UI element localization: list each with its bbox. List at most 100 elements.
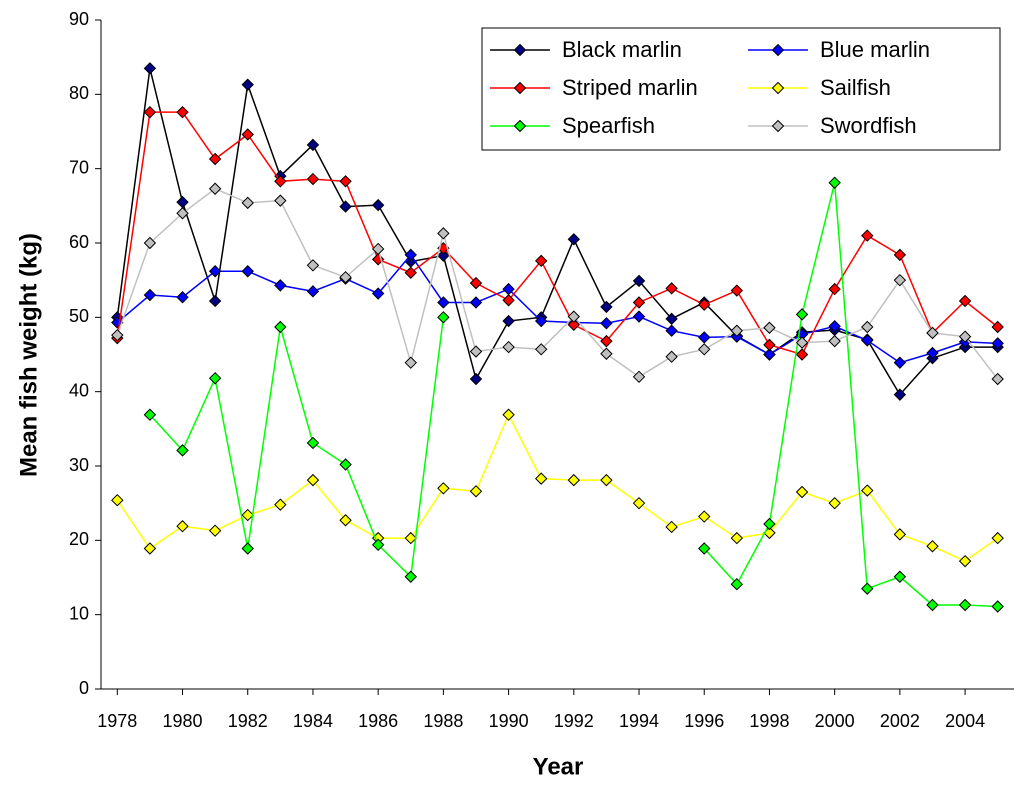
- data-point: [208, 372, 222, 385]
- data-point: [795, 485, 809, 499]
- x-tick-label: 1996: [684, 711, 724, 731]
- data-point: [404, 266, 417, 279]
- data-point: [306, 285, 320, 298]
- data-point: [339, 200, 352, 213]
- data-point: [143, 105, 157, 119]
- data-point: [111, 493, 124, 507]
- x-tick-label: 2004: [945, 711, 985, 731]
- data-point: [176, 207, 189, 220]
- x-tick-label: 1982: [228, 711, 268, 731]
- data-point: [795, 348, 809, 361]
- data-point: [861, 582, 874, 595]
- data-point: [371, 242, 385, 256]
- y-axis-title: Mean fish weight (kg): [15, 233, 42, 477]
- data-point: [469, 276, 483, 290]
- data-point: [665, 520, 678, 534]
- data-point: [958, 598, 972, 612]
- data-point: [534, 314, 548, 328]
- data-point: [339, 514, 352, 527]
- data-point: [665, 282, 678, 295]
- data-point: [176, 520, 189, 533]
- x-tick-label: 2002: [880, 711, 920, 731]
- data-point: [241, 265, 254, 278]
- data-point: [404, 570, 417, 583]
- data-point: [469, 485, 483, 498]
- data-point: [306, 473, 320, 487]
- data-point: [371, 538, 385, 552]
- data-point: [208, 265, 222, 278]
- x-axis-title: Year: [533, 753, 584, 780]
- legend-marker: [513, 81, 527, 95]
- data-point: [306, 436, 320, 450]
- y-tick-label: 70: [69, 157, 89, 177]
- data-point: [306, 259, 320, 272]
- data-point: [632, 310, 646, 323]
- data-point: [665, 324, 678, 337]
- x-tick-label: 1990: [489, 711, 529, 731]
- y-tick-label: 40: [69, 380, 89, 400]
- data-point: [600, 300, 613, 314]
- data-point: [730, 324, 744, 337]
- data-point: [828, 496, 841, 510]
- data-point: [306, 138, 320, 152]
- data-point: [274, 320, 287, 334]
- data-point: [437, 227, 450, 240]
- data-point: [176, 444, 189, 457]
- y-tick-label: 10: [69, 603, 89, 623]
- data-point: [176, 291, 189, 304]
- data-point: [404, 356, 417, 369]
- data-point: [600, 347, 613, 360]
- data-point: [404, 531, 417, 545]
- data-point: [339, 458, 352, 471]
- data-point: [893, 273, 907, 287]
- x-tick-label: 1988: [423, 711, 463, 731]
- y-tick-label: 30: [69, 455, 89, 475]
- data-point: [893, 528, 907, 541]
- data-point: [241, 128, 254, 141]
- data-point: [534, 343, 548, 356]
- data-point: [698, 510, 711, 523]
- data-point: [241, 78, 254, 91]
- data-point: [371, 287, 385, 300]
- data-point: [893, 388, 907, 401]
- data-point: [926, 326, 939, 340]
- x-tick-label: 1980: [162, 711, 202, 731]
- data-point: [893, 356, 907, 369]
- data-point: [795, 308, 809, 321]
- legend-marker: [771, 81, 785, 95]
- data-point: [795, 336, 809, 349]
- data-point: [404, 248, 417, 262]
- legend-marker: [771, 119, 785, 133]
- data-point: [143, 236, 157, 250]
- data-point: [274, 498, 287, 511]
- data-point: [958, 294, 972, 308]
- data-point: [632, 274, 646, 288]
- data-point: [567, 233, 581, 246]
- y-tick-label: 80: [69, 83, 89, 103]
- data-point: [698, 542, 711, 555]
- legend-label: Sailfish: [820, 75, 891, 100]
- data-point: [274, 279, 287, 292]
- data-point: [698, 343, 711, 356]
- data-point: [861, 334, 874, 347]
- legend-marker: [771, 43, 785, 57]
- data-point: [828, 176, 841, 189]
- x-tick-label: 1978: [97, 711, 137, 731]
- data-point: [730, 531, 744, 545]
- data-point: [600, 473, 613, 487]
- data-point: [437, 296, 450, 309]
- data-point: [567, 310, 581, 323]
- data-point: [339, 175, 352, 188]
- data-point: [437, 249, 450, 262]
- data-point: [371, 198, 385, 212]
- data-point: [339, 270, 352, 284]
- data-point: [502, 314, 515, 328]
- data-point: [567, 473, 581, 487]
- data-point: [176, 195, 189, 209]
- data-point: [730, 577, 744, 591]
- legend-label: Swordfish: [820, 113, 917, 138]
- y-tick-label: 20: [69, 529, 89, 549]
- data-point: [665, 350, 678, 363]
- x-tick-label: 1994: [619, 711, 659, 731]
- data-point: [274, 175, 287, 188]
